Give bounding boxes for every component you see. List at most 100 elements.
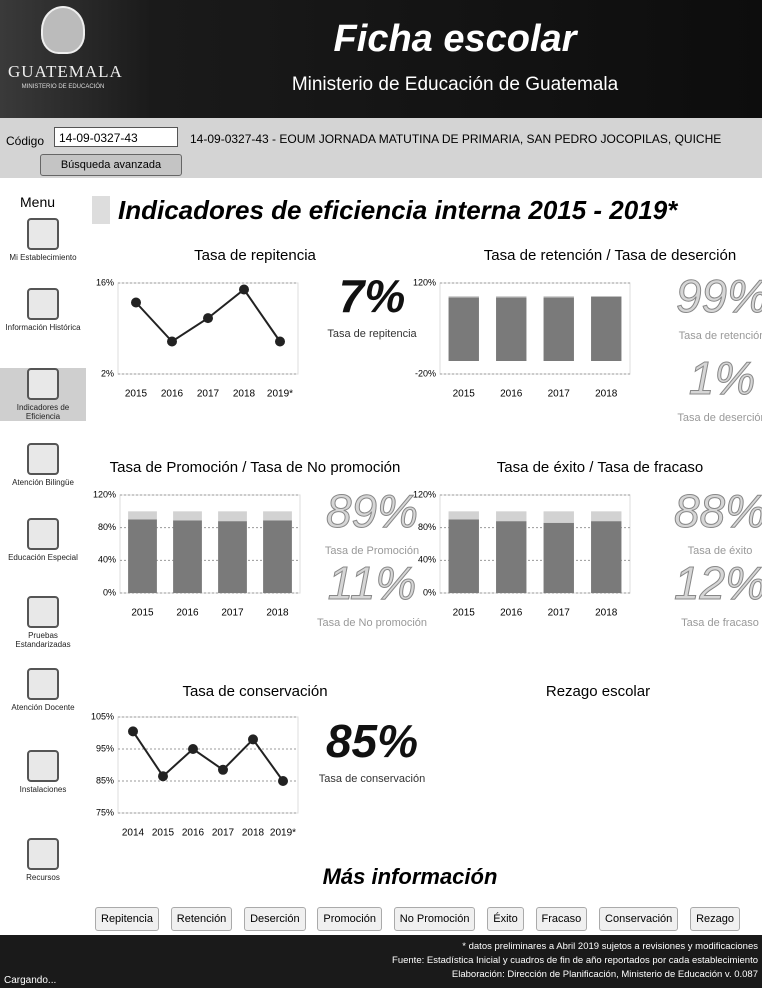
kpi-caption: Tasa de Promoción — [325, 545, 419, 557]
data-point — [128, 726, 138, 736]
menu-label: Información Histórica — [5, 323, 80, 332]
x-tick-label: 2015 — [131, 608, 154, 619]
bar-segment — [591, 296, 621, 297]
bar-segment — [496, 296, 526, 297]
y-tick-label: 16% — [96, 277, 114, 287]
x-tick-label: 2016 — [176, 608, 199, 619]
bar-segment — [263, 520, 292, 593]
more-info-button[interactable]: Retención — [171, 907, 233, 931]
bar-segment — [544, 511, 574, 522]
logo-text: GUATEMALA — [8, 62, 118, 82]
kpi-caption: Tasa de deserción — [677, 412, 762, 424]
kpi-caption: Tasa de retención — [679, 330, 762, 342]
menu-item[interactable]: Atención Docente — [0, 668, 86, 712]
y-tick-label: 0% — [103, 587, 116, 597]
kpi-caption: Tasa de No promoción — [317, 617, 427, 629]
bar-segment — [173, 511, 202, 520]
more-info-button[interactable]: Fracaso — [536, 907, 588, 931]
menu-item[interactable]: Instalaciones — [0, 750, 86, 794]
data-point — [218, 765, 228, 775]
kpi-value: 1% — [689, 352, 755, 404]
x-tick-label: 2015 — [453, 608, 476, 619]
y-tick-label: 85% — [96, 775, 114, 785]
header: GUATEMALA MINISTERIO DE EDUCACIÓN Ficha … — [0, 0, 762, 118]
menu-icon — [27, 750, 59, 782]
bar-segment — [496, 521, 526, 593]
bar-segment — [496, 511, 526, 521]
menu-label: Pruebas Estandarizadas — [15, 631, 70, 649]
more-info-button[interactable]: No Promoción — [394, 907, 476, 931]
x-tick-label: 2016 — [161, 389, 184, 400]
y-tick-label: 80% — [418, 522, 436, 532]
data-point — [167, 337, 177, 347]
chart-title: Tasa de éxito / Tasa de fracaso — [497, 459, 704, 476]
side-menu: Menu Mi EstablecimientoInformación Histó… — [0, 178, 86, 935]
kpi-value: 89% — [326, 485, 418, 537]
x-tick-label: 2015 — [152, 828, 175, 839]
menu-item[interactable]: Recursos — [0, 838, 86, 882]
bar-segment — [263, 511, 292, 520]
more-info-button[interactable]: Deserción — [244, 907, 306, 931]
bar-segment — [449, 520, 479, 594]
advanced-search-button[interactable]: Búsqueda avanzada — [40, 154, 182, 176]
section-icon — [92, 196, 110, 224]
menu-label: Recursos — [26, 873, 60, 882]
more-info-button[interactable]: Repitencia — [95, 907, 159, 931]
menu-icon — [27, 288, 59, 320]
page-title: Ficha escolar — [300, 18, 610, 61]
menu-label: Instalaciones — [20, 785, 67, 794]
more-info-button[interactable]: Conservación — [599, 907, 678, 931]
menu-item[interactable]: Educación Especial — [0, 518, 86, 562]
more-info-button[interactable]: Rezago — [690, 907, 740, 931]
menu-item[interactable]: Atención Bilingüe — [0, 443, 86, 487]
x-tick-label: 2018 — [595, 608, 618, 619]
x-tick-label: 2016 — [182, 828, 205, 839]
bar-segment — [591, 521, 621, 593]
x-tick-label: 2018 — [242, 828, 265, 839]
status-text: Cargando... — [4, 975, 56, 986]
menu-icon — [27, 838, 59, 870]
chart-title: Tasa de Promoción / Tasa de No promoción — [110, 459, 401, 476]
menu-item[interactable]: Información Histórica — [0, 288, 86, 332]
menu-icon — [27, 518, 59, 550]
y-tick-label: 0% — [423, 587, 436, 597]
data-point — [131, 298, 141, 308]
bar-segment — [449, 296, 479, 297]
bar-segment — [544, 523, 574, 593]
chart-title: Tasa de conservación — [182, 683, 327, 700]
code-label: Código — [6, 134, 44, 148]
menu-item[interactable]: Pruebas Estandarizadas — [0, 596, 86, 649]
menu-item[interactable]: Indicadores de Eficiencia — [0, 368, 86, 421]
menu-icon — [27, 596, 59, 628]
data-point — [239, 285, 249, 295]
data-point — [203, 313, 213, 323]
menu-item[interactable]: Mi Establecimiento — [0, 218, 86, 262]
x-tick-label: 2018 — [595, 389, 618, 400]
footer-notes: * datos preliminares a Abril 2019 sujeto… — [392, 940, 758, 982]
footer: * datos preliminares a Abril 2019 sujeto… — [0, 935, 762, 988]
menu-label: Atención Bilingüe — [12, 478, 74, 487]
menu-icon — [27, 368, 59, 400]
more-info-buttons: Repitencia Retención Deserción Promoción No … — [95, 907, 740, 931]
data-point — [275, 337, 285, 347]
more-info-button[interactable]: Promoción — [317, 907, 382, 931]
kpi-caption: Tasa de conservación — [319, 773, 425, 785]
school-name: 14-09-0327-43 - EOUM JORNADA MATUTINA DE… — [190, 132, 721, 146]
bar-segment — [218, 521, 247, 593]
rezago-title: Rezago escolar — [546, 683, 650, 700]
chart-title: Tasa de retención / Tasa de deserción — [484, 247, 736, 264]
kpi-value: 99% — [676, 270, 762, 322]
y-tick-label: 2% — [101, 368, 114, 378]
logo-subtext: MINISTERIO DE EDUCACIÓN — [8, 84, 118, 90]
logo-emblem — [41, 6, 85, 54]
kpi-value: 85% — [326, 715, 418, 767]
y-tick-label: 120% — [413, 489, 436, 499]
x-tick-label: 2016 — [500, 389, 523, 400]
footer-note: Fuente: Estadística Inicial y cuadros de… — [392, 954, 758, 968]
more-info-button[interactable]: Éxito — [487, 907, 523, 931]
code-input[interactable]: 14-09-0327-43 — [54, 127, 178, 147]
x-tick-label: 2018 — [233, 389, 256, 400]
y-tick-label: 95% — [96, 743, 114, 753]
data-point — [278, 776, 288, 786]
x-tick-label: 2017 — [548, 608, 571, 619]
